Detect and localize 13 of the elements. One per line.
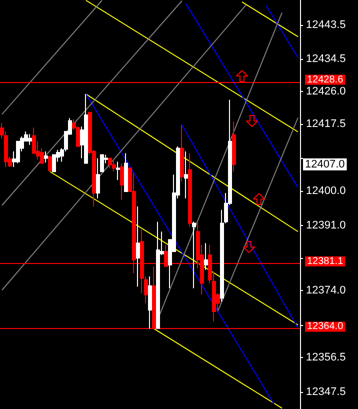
y-tick-label: 12400.0 bbox=[306, 185, 346, 198]
y-tick-label: 12391.0 bbox=[306, 220, 346, 232]
y-tick-label: 12434.5 bbox=[306, 53, 346, 66]
y-tick-label: 12417.5 bbox=[306, 118, 346, 130]
y-tick-label: 12347.5 bbox=[306, 386, 346, 398]
ref-line-label: 12381.1 bbox=[307, 256, 344, 267]
y-tick-label: 12443.5 bbox=[306, 18, 346, 31]
ref-line-label: 12428.6 bbox=[307, 74, 344, 86]
text: 12407.0 bbox=[305, 158, 345, 170]
ref-line-label: 12364.0 bbox=[307, 321, 344, 332]
y-tick-label: 12356.5 bbox=[306, 351, 346, 364]
y-tick-label: 12426.0 bbox=[306, 86, 346, 98]
y-tick-label: 12374.0 bbox=[306, 284, 346, 297]
